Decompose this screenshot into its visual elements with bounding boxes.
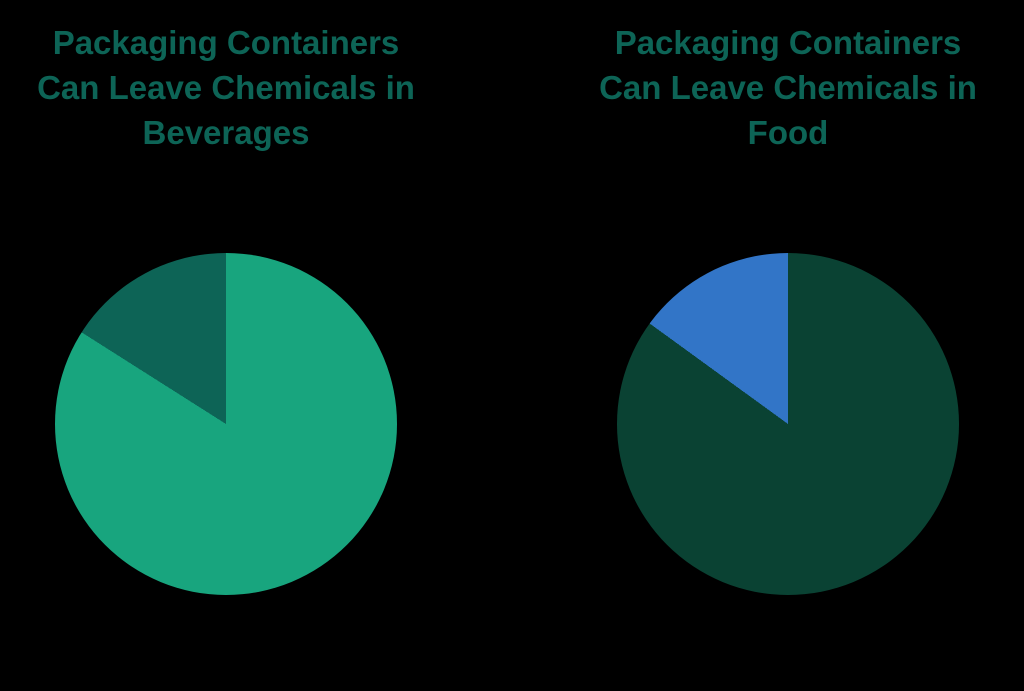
pie-food [617,253,959,595]
pie-chart-food: Packaging Containers Can Leave Chemicals… [588,20,988,595]
chart-title-beverages: Packaging Containers Can Leave Chemicals… [37,24,415,151]
pie-chart-beverages: Packaging Containers Can Leave Chemicals… [26,20,426,595]
pie-beverages [55,253,397,595]
chart-title-food: Packaging Containers Can Leave Chemicals… [599,24,977,151]
